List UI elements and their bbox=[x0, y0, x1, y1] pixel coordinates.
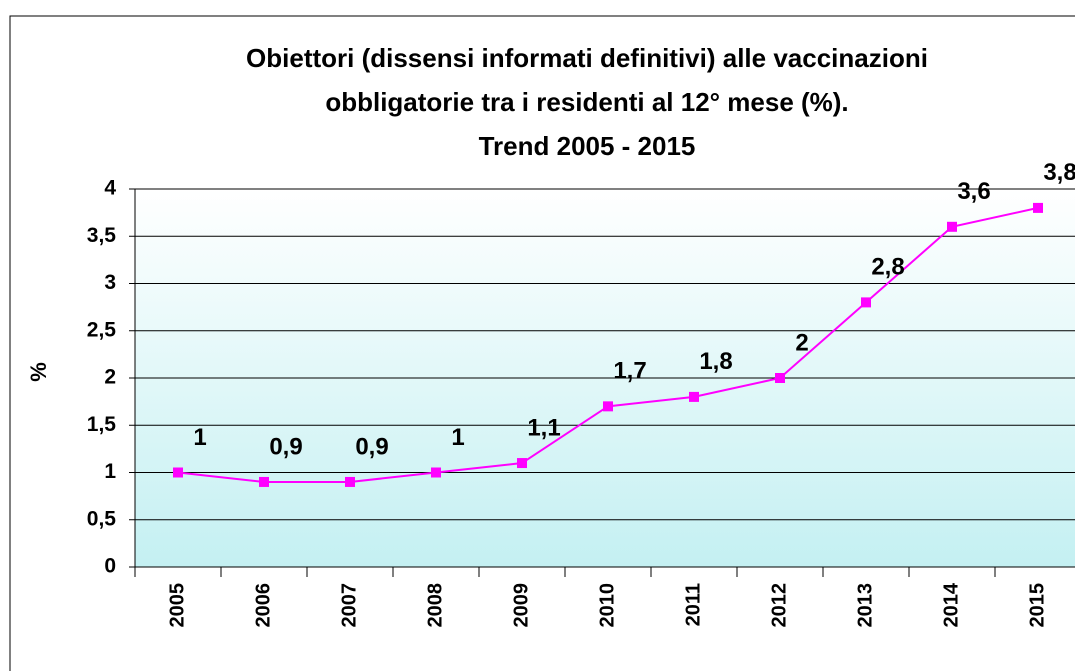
data-label: 1 bbox=[451, 424, 464, 451]
data-label: 0,9 bbox=[355, 433, 388, 460]
chart-title: Trend 2005 - 2015 bbox=[479, 131, 696, 161]
y-tick-label: 3 bbox=[104, 271, 116, 294]
data-label: 1,7 bbox=[613, 358, 646, 385]
y-axis-label: % bbox=[26, 362, 51, 382]
y-tick-label: 1 bbox=[104, 460, 116, 483]
y-tick-label: 3,5 bbox=[87, 224, 117, 247]
x-tick-label: 2014 bbox=[940, 582, 962, 627]
marker bbox=[947, 221, 957, 232]
marker bbox=[259, 476, 269, 487]
marker bbox=[603, 401, 613, 412]
x-tick-label: 2008 bbox=[424, 583, 446, 628]
data-label: 1,8 bbox=[699, 348, 732, 375]
y-tick-label: 1,5 bbox=[87, 413, 117, 436]
data-label: 1 bbox=[193, 424, 206, 451]
x-tick-label: 2005 bbox=[166, 583, 188, 628]
data-label: 0,9 bbox=[269, 433, 302, 460]
marker bbox=[689, 391, 699, 402]
data-label: 2 bbox=[795, 329, 808, 356]
chart-title: Obiettori (dissensi informati definitivi… bbox=[246, 43, 928, 73]
marker bbox=[861, 297, 871, 308]
marker bbox=[345, 476, 355, 487]
x-tick-label: 2015 bbox=[1026, 583, 1048, 628]
x-tick-label: 2006 bbox=[252, 583, 274, 628]
data-label: 3,6 bbox=[957, 178, 990, 205]
x-tick-label: 2011 bbox=[682, 583, 704, 626]
x-tick-label: 2007 bbox=[338, 583, 360, 628]
y-tick-label: 0 bbox=[104, 555, 116, 578]
data-label: 1,1 bbox=[527, 414, 560, 441]
y-tick-label: 4 bbox=[104, 177, 116, 200]
x-tick-label: 2013 bbox=[854, 583, 876, 628]
data-label: 2,8 bbox=[871, 254, 904, 281]
x-tick-label: 2010 bbox=[596, 583, 618, 628]
y-tick-label: 2 bbox=[104, 366, 116, 389]
x-tick-label: 2009 bbox=[510, 583, 532, 628]
marker bbox=[775, 373, 785, 383]
marker bbox=[1033, 202, 1043, 213]
data-label: 3,8 bbox=[1043, 159, 1075, 186]
marker bbox=[173, 467, 183, 478]
marker bbox=[431, 467, 441, 478]
y-tick-label: 2,5 bbox=[87, 318, 117, 341]
y-tick-label: 0,5 bbox=[87, 507, 117, 530]
marker bbox=[517, 458, 527, 469]
x-tick-label: 2012 bbox=[768, 583, 790, 628]
chart-title: obbligatorie tra i residenti al 12° mese… bbox=[325, 87, 848, 117]
